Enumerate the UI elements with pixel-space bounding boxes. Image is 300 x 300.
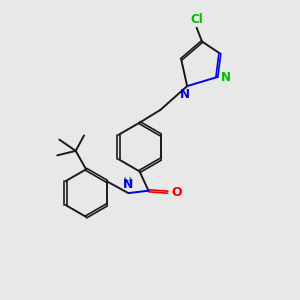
Text: N: N — [122, 178, 133, 191]
Text: N: N — [220, 71, 230, 84]
Text: O: O — [172, 186, 182, 199]
Text: H: H — [123, 177, 132, 187]
Text: Cl: Cl — [190, 13, 203, 26]
Text: N: N — [180, 88, 190, 101]
